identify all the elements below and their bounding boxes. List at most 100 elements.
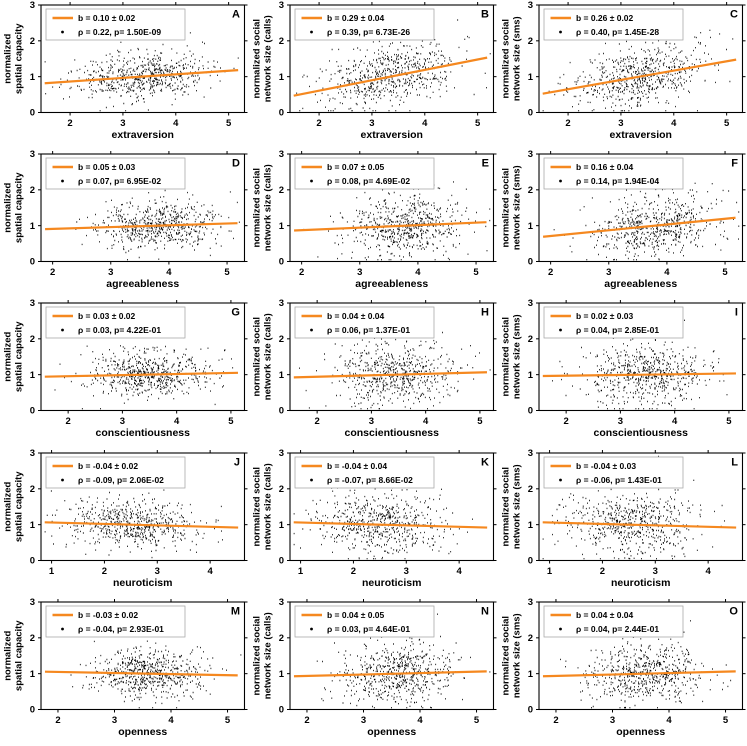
fit-line [293,56,488,97]
x-tick-label: 2 [65,416,70,427]
y-axis-label-line2: network size (calls) [263,164,274,251]
x-tick-label: 3 [361,715,366,726]
x-tick-label: 3 [112,715,117,726]
panel-letter: N [481,605,489,617]
y-axis-label-line2: spatial capacity [14,619,25,690]
x-tick-label: 2 [316,118,321,129]
legend-box [294,306,435,339]
y-tick-label: 2 [279,36,284,47]
x-tick-label: 2 [553,715,558,726]
legend-point-marker [559,30,562,34]
legend-corr-label: ρ = 0.08, p= 4.69E-02 [327,176,410,186]
y-tick-label: 2 [279,484,284,495]
x-tick-label: 2 [314,416,319,427]
y-tick-label: 1 [279,519,285,530]
y-tick-label: 1 [279,72,285,83]
x-axis-label: extraversion [361,130,423,141]
y-axis-label-line1: normalized social [252,467,263,547]
x-tick-label: 4 [415,267,421,278]
fit-line [293,670,487,678]
legend-box [294,157,435,190]
y-tick-label: 2 [528,484,533,495]
legend-fit-label: b = 0.04 ± 0.04 [327,312,385,322]
y-axis-label-line1: normalized social [501,616,512,696]
legend-corr-label: ρ = -0.04, p= 2.93E-01 [78,624,164,634]
legend-corr-label: ρ = -0.09, p= 2.06E-02 [78,475,164,485]
y-tick-label: 0 [528,108,533,119]
y-tick-label: 0 [279,555,284,566]
axes-box [538,302,744,412]
panel-cell-I: 2 3 4 5 0 1 2 3 conscientiousness normalized soci… [498,298,747,447]
legend-point-marker [61,328,64,332]
axes-box [289,452,495,561]
legend-point-marker [61,478,64,481]
scatter-points [303,163,491,261]
panel-cell-J: 1 2 3 4 0 1 2 3 neuroticism normalized spatial cap… [0,448,249,597]
x-tick-label: 5 [224,267,230,278]
x-tick-label: 2 [565,118,570,129]
scatter-points [44,24,239,112]
scatter-points [44,477,223,558]
legend-corr-label: ρ = 0.22, p= 1.50E-09 [78,27,161,37]
y-tick-label: 1 [30,72,36,83]
x-tick-label: 4 [423,416,429,427]
y-axis-label-line1: normalized social [252,317,263,397]
axes-box [40,302,246,412]
panel-letter: E [482,158,489,170]
y-tick-label: 1 [528,370,534,381]
y-tick-label: 2 [279,185,284,196]
x-axis-label: agreeableness [604,279,677,290]
legend-box [45,157,186,190]
legend-box [294,456,435,488]
panel-cell-C: 2 3 4 5 0 1 2 3 extraversion normalized social net… [498,0,747,149]
y-tick-label: 3 [30,597,35,608]
y-axis-label-line2: network size (sms) [512,613,523,698]
legend-fit-label: b = 0.04 ± 0.05 [327,610,385,620]
panel-cell-B: 2 3 4 5 0 1 2 3 extraversion normalized social net… [249,0,498,149]
fit-line [44,69,239,85]
axes-box [538,601,744,710]
axes-box [538,153,744,263]
x-tick-label: 2 [55,715,60,726]
y-tick-label: 0 [279,257,284,268]
x-axis-label: neuroticism [611,578,670,589]
fit-line [44,520,239,529]
x-tick-label: 5 [477,416,483,427]
scatter-points [54,335,234,410]
panel-cell-O: 2 3 4 5 0 1 2 3 openness normalized social network… [498,597,747,746]
y-tick-label: 1 [30,370,36,381]
x-tick-label: 3 [618,416,623,427]
y-tick-label: 3 [528,0,533,11]
x-tick-label: 5 [225,715,231,726]
legend-fit-label: b = 0.04 ± 0.04 [576,610,634,620]
x-tick-label: 3 [606,267,611,278]
y-tick-label: 3 [279,597,284,608]
y-tick-label: 2 [30,334,35,345]
legend-box [45,306,186,339]
y-tick-label: 2 [30,36,35,47]
x-tick-label: 3 [618,118,623,129]
y-tick-label: 2 [528,633,533,644]
fit-line [542,670,736,678]
axes-box [538,4,744,114]
legend-fit-label: b = 0.29 ± 0.04 [327,13,385,23]
panel-letter: H [481,307,489,319]
legend-fit-label: b = 0.10 ± 0.02 [78,13,136,23]
legend-fit-label: b = -0.04 ± 0.03 [576,461,636,471]
y-tick-label: 1 [279,669,285,680]
y-axis-label-line1: normalized [3,332,14,382]
x-tick-label: 1 [547,566,553,577]
y-axis-label-line1: normalized social [252,616,263,696]
axes-box [40,601,246,710]
x-tick-label: 3 [120,118,125,129]
y-tick-label: 1 [30,669,36,680]
panel-cell-K: 1 2 3 4 0 1 2 3 neuroticism normalized social netw… [249,448,498,597]
y-axis-label-line2: network size (calls) [263,463,274,550]
y-tick-label: 1 [528,519,534,530]
legend-corr-label: ρ = 0.40, p= 1.45E-28 [576,27,659,37]
